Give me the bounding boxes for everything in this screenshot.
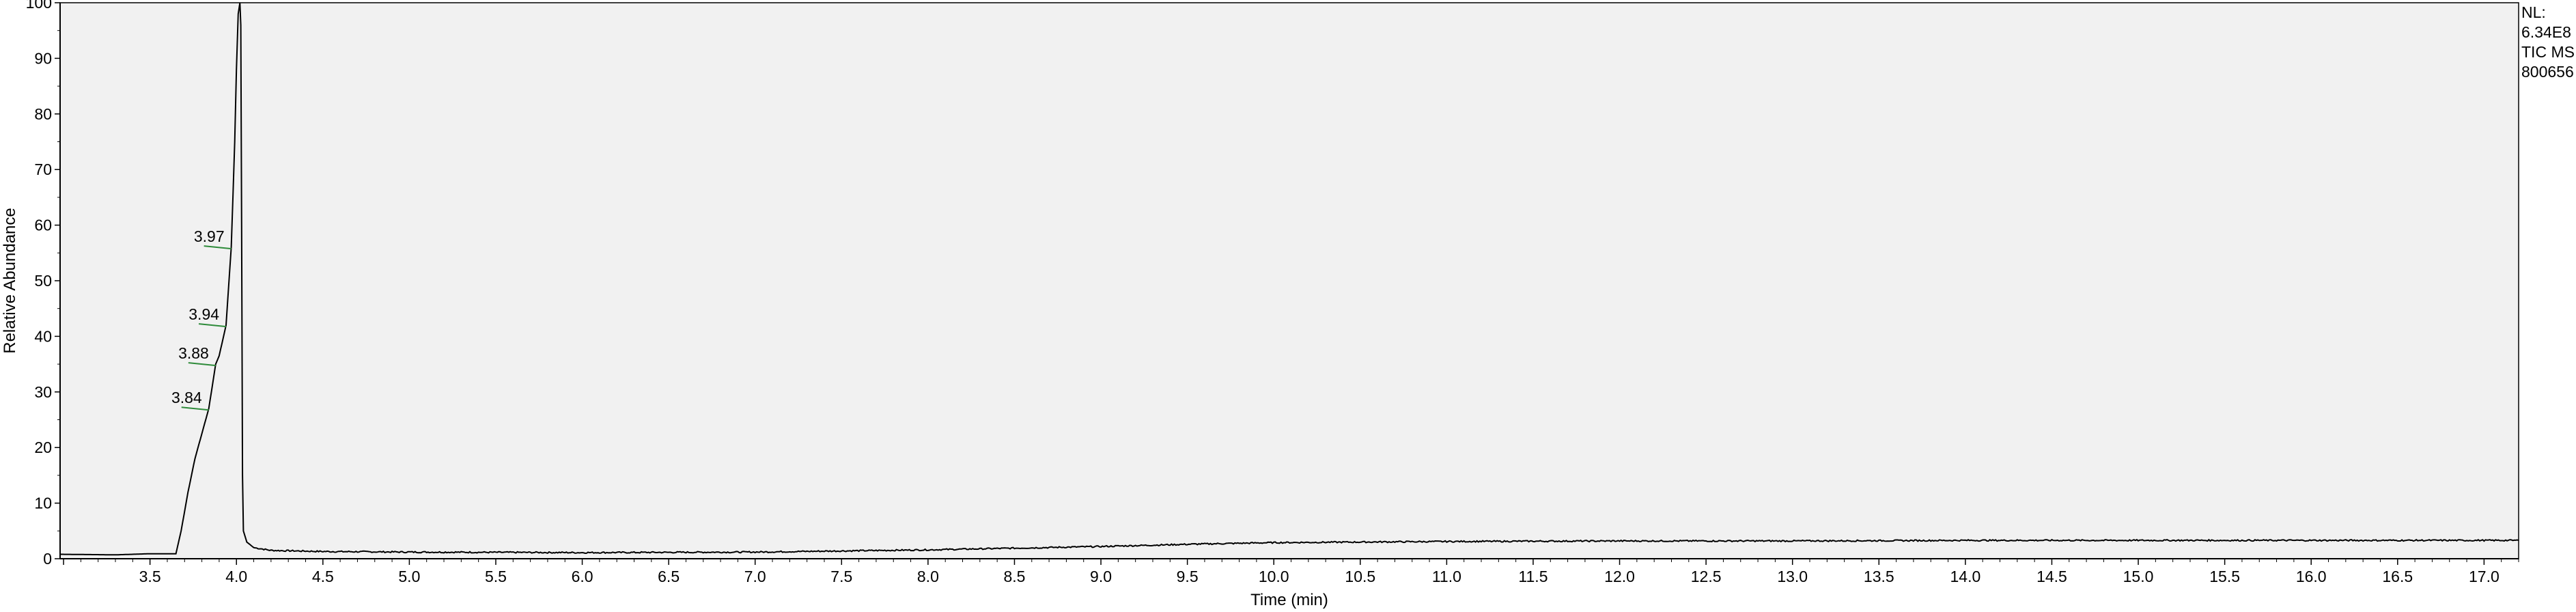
x-tick-label: 8.0 xyxy=(917,568,939,585)
x-tick-label: 9.0 xyxy=(1090,568,1112,585)
x-tick-label: 17.0 xyxy=(2469,568,2500,585)
y-tick-label: 50 xyxy=(34,272,52,290)
x-axis-title: Time (min) xyxy=(1250,591,1328,609)
peak-annotations: 4.02 3.97 3.94 3.88 3.84 xyxy=(171,0,255,411)
y-tick-label: 20 xyxy=(34,439,52,456)
x-tick-label: 12.0 xyxy=(1604,568,1635,585)
x-tick-label: 13.5 xyxy=(1864,568,1894,585)
y-tick-label: 0 xyxy=(43,550,52,568)
y-axis: 0 10 20 30 40 50 60 70 80 90 100 xyxy=(26,0,61,568)
peak-label: 3.88 xyxy=(178,344,209,362)
peak-label-apex: 4.02 xyxy=(225,0,255,3)
peak-marker xyxy=(198,323,227,328)
tic-trace-line xyxy=(60,2,2519,556)
peak-marker xyxy=(204,245,232,250)
y-tick-label: 30 xyxy=(34,383,52,401)
trace-info-block: NL: 6.34E8 TIC MS 800656 xyxy=(2521,3,2575,82)
x-tick-label: 6.0 xyxy=(572,568,593,585)
nl-value: 6.34E8 xyxy=(2521,23,2571,41)
x-tick-label: 13.0 xyxy=(1777,568,1808,585)
x-tick-label: 4.5 xyxy=(312,568,334,585)
x-tick-label: 15.5 xyxy=(2209,568,2240,585)
peak-marker xyxy=(181,406,209,411)
x-tick-label: 9.5 xyxy=(1177,568,1199,585)
x-tick-label: 10.5 xyxy=(1345,568,1375,585)
y-tick-label: 100 xyxy=(26,0,52,12)
sample-id: 800656 xyxy=(2521,63,2574,81)
y-axis-title: Relative Abundance xyxy=(1,208,19,354)
x-tick-label: 14.0 xyxy=(1950,568,1980,585)
trace-type: TIC MS xyxy=(2521,43,2575,61)
peak-label: 3.97 xyxy=(194,227,225,245)
x-tick-label: 16.0 xyxy=(2296,568,2327,585)
plot-area xyxy=(59,2,2519,559)
x-tick-label: 16.5 xyxy=(2382,568,2413,585)
x-tick-label: 14.5 xyxy=(2036,568,2067,585)
x-tick-label: 15.0 xyxy=(2123,568,2154,585)
y-tick-label: 70 xyxy=(34,161,52,178)
y-tick-label: 10 xyxy=(34,495,52,512)
x-tick-label: 12.5 xyxy=(1691,568,1722,585)
peak-label: 3.94 xyxy=(188,305,219,323)
peak-marker xyxy=(188,362,216,367)
x-tick-label: 10.0 xyxy=(1259,568,1289,585)
x-tick-label: 3.5 xyxy=(139,568,161,585)
y-tick-label: 90 xyxy=(34,49,52,67)
x-tick-label: 5.5 xyxy=(485,568,507,585)
x-tick-label: 5.0 xyxy=(398,568,420,585)
x-tick-label: 11.5 xyxy=(1518,568,1548,585)
x-tick-label: 7.5 xyxy=(830,568,852,585)
y-tick-label: 80 xyxy=(34,105,52,123)
nl-label: NL: xyxy=(2521,3,2546,21)
x-axis: 3.5 4.0 4.5 5.0 5.5 6.0 6.5 7.0 7.5 8.0 8.5 9.0 9.5 1… xyxy=(60,558,2519,585)
peak-label: 3.84 xyxy=(171,389,202,406)
x-tick-label: 4.0 xyxy=(225,568,247,585)
y-tick-label: 40 xyxy=(34,327,52,345)
x-tick-label: 8.5 xyxy=(1003,568,1025,585)
x-tick-label: 7.0 xyxy=(744,568,766,585)
y-tick-label: 60 xyxy=(34,217,52,234)
x-tick-label: 11.0 xyxy=(1432,568,1461,585)
x-tick-label: 6.5 xyxy=(658,568,680,585)
